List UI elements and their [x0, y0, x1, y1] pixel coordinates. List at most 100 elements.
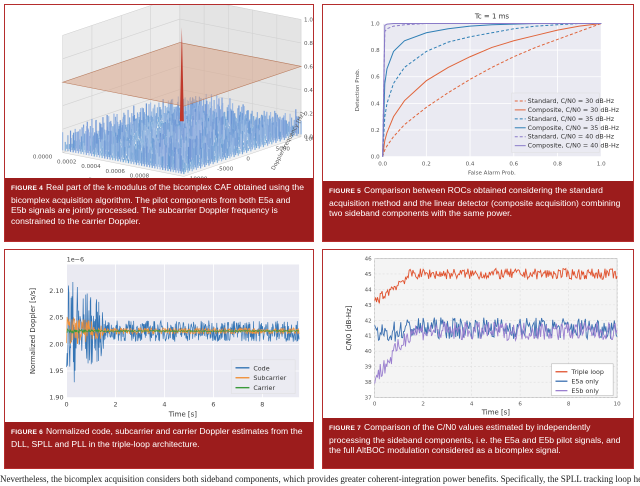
x-tick-label: 0 [373, 402, 377, 408]
x-tick-label: 6 [518, 402, 522, 408]
series-line [382, 22, 602, 157]
series-line [66, 316, 300, 345]
series-line [66, 282, 300, 383]
series-line [66, 328, 300, 334]
figure-7-panel: 0 2 4 6 8 10 37 38 39 40 41 42 43 44 45 46 Time [s] C/N0 … [322, 249, 634, 469]
figure-6-plot: 0 2 4 6 8 1.90 1.95 2.00 2.05 2.10 1e−6 Time [s] Nor… [5, 250, 313, 424]
y-tick-label: 1.95 [49, 367, 63, 375]
y-tick-label: 1.90 [49, 394, 63, 402]
y-tick-label: 0 [246, 157, 250, 163]
x-tick-label: 0.0002 [57, 159, 76, 165]
z-tick-label: 1.0 [304, 17, 313, 23]
y-tick-label: 41 [365, 334, 373, 340]
legend-box [511, 92, 600, 153]
y-tick-label: 43 [365, 303, 373, 309]
x-axis-label: False Alarm Prob. [468, 170, 516, 176]
legend-label: Standard, C/N0 = 40 dB-Hz [528, 134, 615, 141]
z-tick-label: 0.4 [304, 88, 313, 94]
x-tick-label: 0.2 [422, 162, 431, 168]
grid-line [179, 18, 302, 44]
y-tick-label: 38 [365, 380, 373, 386]
offset-label: 1e−6 [67, 255, 85, 263]
series-line [374, 320, 618, 384]
figure-7-plot: 0 2 4 6 8 10 37 38 39 40 41 42 43 44 45 46 Time [s] C/N0 … [323, 250, 633, 420]
series-line [382, 22, 602, 157]
legend-label: Composite, C/N0 = 35 dB-Hz [528, 125, 620, 132]
legend-label: Carrier [253, 385, 275, 392]
roc-chart: 0.0 0.2 0.4 0.6 0.8 1.0 0.0 0.2 0.4 0.6 0.8 1.0 Tc =… [355, 12, 620, 176]
y-tick-label: 0.6 [371, 75, 380, 81]
figure-4-caption: FIGURE 4 Real part of the k-modulus of th… [5, 178, 313, 241]
figure-5-plot: 0.0 0.2 0.4 0.6 0.8 1.0 0.0 0.2 0.4 0.6 0.8 1.0 Tc =… [323, 5, 633, 183]
x-tick-label: 0.0008 [130, 174, 150, 180]
y-tick-label: 1.0 [371, 21, 380, 27]
y-tick-label: 45 [365, 272, 373, 278]
figure-4-plot: 0.00.20.40.60.81.0Normalized Correlation… [5, 5, 313, 180]
legend-label: Composite, C/N0 = 40 dB-Hz [528, 143, 620, 150]
x-tick-label: 10 [614, 402, 622, 408]
figure-5-caption: FIGURE 5 Comparison between ROCs obtained… [323, 181, 633, 241]
figure-5-caption-text: Comparison between ROCs obtained conside… [329, 185, 621, 219]
chart-title: Tc = 1 ms [474, 12, 509, 20]
figure-6-caption: FIGURE 6 Normalized code, subcarrier and … [5, 422, 313, 468]
x-axis-label: Time [s] [168, 410, 198, 418]
z-tick-label: 0.6 [304, 64, 313, 70]
correlation-peak [179, 27, 184, 122]
y-tick-label: 37 [365, 396, 373, 402]
y-tick-label: 2.00 [49, 340, 63, 348]
x-tick-label: 2 [421, 402, 425, 408]
x-tick-label: 4 [162, 401, 166, 409]
figure-6-label: FIGURE 6 [11, 429, 44, 436]
body-text: Nevertheless, the bicomplex acquisition … [0, 474, 640, 484]
x-axis-label: Time [s] [481, 408, 511, 416]
series-line [382, 22, 602, 157]
y-axis-label: C/N0 [dB-Hz] [345, 305, 353, 350]
x-tick-label: 2 [113, 401, 117, 409]
x-tick-label: 0.8 [553, 162, 562, 168]
y-tick-label: 5000 [276, 147, 291, 153]
x-tick-label: 0.0000 [33, 155, 53, 161]
y-tick-label: 44 [365, 287, 373, 293]
y-axis-label: Detection Prob. [355, 68, 361, 111]
series-line [374, 267, 618, 304]
y-axis-label: Normalized Doppler [s/s] [29, 288, 37, 374]
figure-7-label: FIGURE 7 [329, 425, 362, 432]
x-tick-label: 8 [260, 401, 264, 409]
figure-7-caption: FIGURE 7 Comparison of the C/N0 values es… [323, 418, 633, 468]
y-tick-label: 0.4 [371, 101, 380, 107]
x-tick-label: 1.0 [597, 162, 606, 168]
legend-label: Code [253, 365, 269, 372]
y-tick-label: 2.10 [49, 287, 63, 295]
figure-4-panel: 0.00.20.40.60.81.0Normalized Correlation… [4, 4, 314, 242]
y-tick-label: 0.0 [371, 155, 380, 161]
legend-label: Standard, C/N0 = 35 dB-Hz [528, 116, 615, 123]
legend-label: Standard, C/N0 = 30 dB-Hz [528, 98, 615, 105]
y-tick-label: 40 [365, 349, 373, 355]
figure-4-caption-text: Real part of the k-modulus of the bicomp… [11, 182, 304, 226]
x-tick-label: 8 [567, 402, 571, 408]
series-line [382, 22, 602, 157]
figure-6-caption-text: Normalized code, subcarrier and carrier … [11, 426, 303, 449]
x-tick-label: 0.0004 [81, 164, 101, 170]
x-tick-label: 6 [211, 401, 215, 409]
legend-label: Triple loop [570, 369, 604, 376]
legend-label: Subcarrier [253, 375, 286, 382]
figure-4-label: FIGURE 4 [11, 185, 44, 192]
x-tick-label: 0.6 [509, 162, 518, 168]
figure-5-panel: 0.0 0.2 0.4 0.6 0.8 1.0 0.0 0.2 0.4 0.6 0.8 1.0 Tc =… [322, 4, 634, 242]
figure-6-panel: 0 2 4 6 8 1.90 1.95 2.00 2.05 2.10 1e−6 Time [s] Nor… [4, 249, 314, 469]
y-tick-label: 0.2 [371, 128, 380, 134]
y-tick-label: 0.8 [371, 48, 380, 54]
legend-label: E5a only [571, 379, 599, 386]
figure-5-label: FIGURE 5 [329, 188, 362, 195]
y-tick-label: 39 [365, 365, 373, 371]
figure-7-caption-text: Comparison of the C/N0 values estimated … [329, 422, 621, 456]
y-tick-label: 10000 [305, 137, 313, 143]
x-tick-label: 0 [65, 401, 69, 409]
z-tick-label: 0.0 [304, 135, 313, 141]
surface-plot: 0.00.20.40.60.81.0Normalized Correlation… [33, 5, 313, 180]
y-tick-label: 2.05 [49, 314, 63, 322]
x-tick-label: 0.0 [378, 162, 387, 168]
z-tick-label: 0.2 [304, 111, 313, 117]
